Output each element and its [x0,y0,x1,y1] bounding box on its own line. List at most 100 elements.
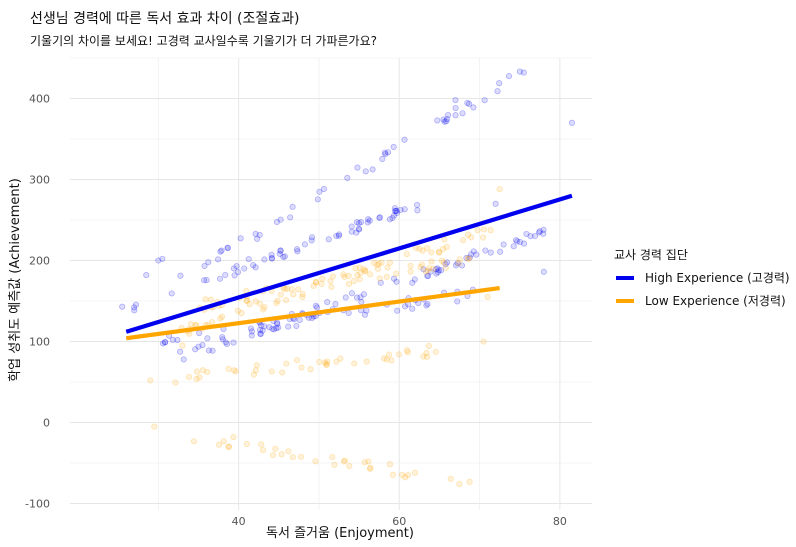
scatter-point-high [222,339,229,346]
scatter-point-high [119,303,126,310]
axis-ticks: 40 60 80 -100 0 100 200 300 400 [25,93,567,528]
scatter-point-low [374,265,381,272]
grid [70,57,592,510]
scatter-point-high [342,294,349,301]
scatter-point-high [470,104,477,111]
scatter-point-high [131,307,138,314]
scatter-point-low [420,353,427,360]
scatter-point-high [192,346,199,353]
scatter-point-low [313,279,320,286]
y-tick-label: 200 [29,255,50,268]
scatter-point-low [468,234,475,241]
scatter-point-high [433,266,440,273]
y-tick-label: 400 [29,93,50,106]
scatter-point-low [386,461,393,468]
scatter-point-high [143,272,150,279]
scatter-point-low [289,454,296,461]
scatter-point-low [333,358,340,365]
scatter-point-high [230,265,237,272]
scatter-point-high [237,235,244,242]
scatter-point-high [377,279,384,286]
scatter-point-high [434,265,441,272]
scatter-point-high [256,326,263,333]
scatter-point-high [268,251,275,258]
scatter-point-low [464,255,471,262]
scatter-point-low [424,245,431,252]
scatter-point-high [391,205,398,212]
scatter-point-low [440,259,447,266]
scatter-point-high [231,272,238,279]
scatter-point-low [318,280,325,287]
scatter-point-high [443,118,450,125]
scatter-point-low [329,453,336,461]
scatter-point-high [481,97,488,104]
scatter-point-high [177,348,184,355]
scatter-point-high [348,228,355,235]
scatter-point-high [275,324,282,331]
scatter-point-high [427,268,434,275]
scatter-point-high [344,174,351,181]
scatter-point-high [420,266,427,273]
scatter-point-high [468,251,475,258]
scatter-point-low [432,348,439,356]
scatter-point-low [367,464,374,471]
scatter-point-low [217,315,224,322]
scatter-point-low [225,365,232,373]
scatter-point-low [360,266,367,273]
scatter-point-low [352,265,359,272]
scatter-point-high [195,343,202,350]
scatter-point-low [179,342,186,349]
scatter-point-high [464,99,471,106]
y-tick-label: 0 [43,417,50,430]
legend-label-high: High Experience (고경력) [645,271,790,285]
scatter-point-low [252,367,259,374]
scatter-point-high [540,226,547,233]
scatter-point-high [444,116,451,123]
scatter-point-high [169,336,176,343]
scatter-point-high [452,104,459,112]
scatter-point-low [218,313,226,320]
scatter-point-low [424,353,431,360]
y-tick-label: -100 [25,498,50,511]
scatter-point-low [418,261,425,268]
scatter-point-high [389,214,396,222]
scatter-point-high [205,259,212,266]
scatter-point-high [393,207,400,214]
scatter-point-low [340,458,348,465]
scatter-point-high [258,322,265,329]
scatter-point-high [354,164,361,171]
scatter-point-high [285,323,292,330]
scatter-point-high [273,325,280,332]
scatter-point-high [261,323,268,330]
scatter-point-high [433,270,440,277]
scatter-point-high [441,118,448,125]
scatter-point-high [353,229,360,236]
scatter-point-high [494,88,501,95]
scatter-point-low [417,264,424,271]
scatter-point-low [323,361,330,368]
scatter-point-high [160,340,167,347]
scatter-point-high [411,276,418,283]
scatter-point-high [276,250,283,257]
scatter-point-high [248,332,255,339]
scatter-point-high [382,151,389,158]
scatter-point-low [466,478,473,485]
scatter-point-low [419,247,426,254]
scatter-point-low [340,271,347,278]
scatter-point-low [341,273,348,280]
scatter-point-high [268,254,275,262]
scatter-point-low [282,297,290,304]
scatter-point-high [540,230,547,237]
scatter-point-low [407,268,414,275]
scatter-point-high [540,268,547,275]
scatter-point-low [395,351,402,358]
scatter-point-high [296,316,303,323]
scatter-point-high [362,168,369,175]
scatter-point-low [428,258,435,265]
scatter-point-high [345,309,352,317]
scatter-point-high [459,110,466,117]
scatter-point-low [230,434,237,441]
scatter-point-low [380,355,388,362]
scatter-point-high [201,277,208,284]
fit-line-low [125,285,500,341]
